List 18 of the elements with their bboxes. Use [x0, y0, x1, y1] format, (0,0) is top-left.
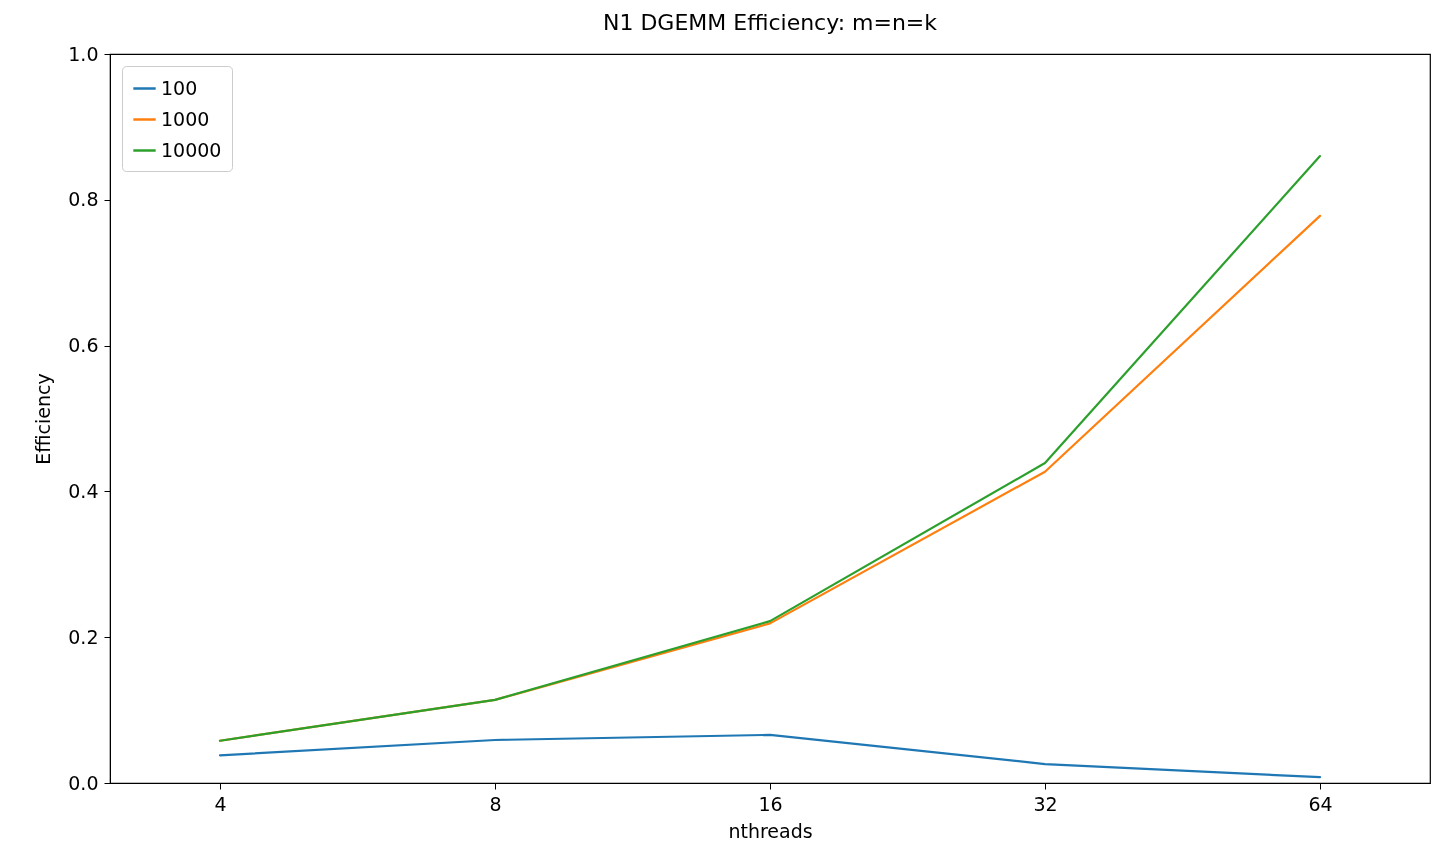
- y-tick-label: 0.8: [68, 188, 99, 211]
- y-tick-label: 1.0: [68, 42, 99, 65]
- legend-label: 100: [161, 76, 198, 99]
- x-tick-label: 4: [214, 792, 227, 815]
- legend-label: 1000: [161, 107, 210, 130]
- chart-title: N1 DGEMM Efficiency: m=n=k: [602, 10, 938, 35]
- y-tick-label: 0.0: [68, 771, 99, 794]
- line-series: [218, 733, 1322, 779]
- y-tick-label: 0.6: [68, 334, 99, 357]
- y-tick-label: 0.4: [68, 479, 99, 502]
- y-tick-label: 0.2: [68, 625, 99, 648]
- y-axis-title: Efficiency: [32, 373, 55, 465]
- legend-label: 10000: [161, 138, 222, 161]
- x-tick-label: 16: [758, 792, 783, 815]
- x-tick-label: 32: [1033, 792, 1058, 815]
- x-tick-label: 8: [489, 792, 502, 815]
- x-tick-label: 64: [1308, 792, 1333, 815]
- x-axis-title: nthreads: [728, 819, 813, 842]
